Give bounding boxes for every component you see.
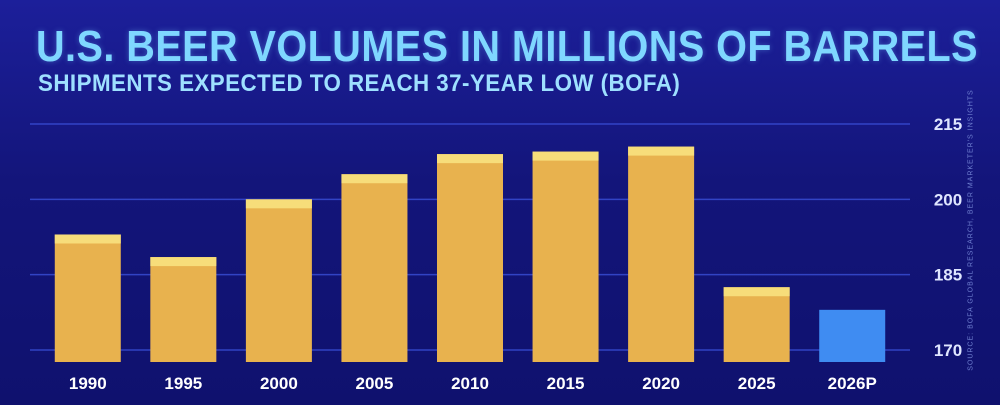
x-tick-label: 2020 bbox=[642, 374, 680, 393]
bar bbox=[628, 146, 695, 362]
bar bbox=[150, 257, 217, 362]
bar bbox=[245, 199, 312, 362]
bar-projected bbox=[819, 309, 886, 362]
bar-top-cap bbox=[150, 257, 217, 267]
x-tick-label: 2010 bbox=[451, 374, 489, 393]
bar bbox=[341, 174, 408, 362]
x-tick-label: 2000 bbox=[260, 374, 298, 393]
chart-subtitle: SHIPMENTS EXPECTED TO REACH 37-YEAR LOW … bbox=[38, 70, 681, 97]
y-tick-label: 170 bbox=[934, 341, 962, 360]
x-tick-label: 1995 bbox=[164, 374, 202, 393]
bar-top-cap bbox=[245, 199, 312, 209]
bar bbox=[723, 287, 790, 362]
bar bbox=[437, 154, 503, 362]
y-tick-label: 185 bbox=[934, 266, 962, 285]
bar-top-cap bbox=[532, 151, 599, 161]
chart-title: U.S. BEER VOLUMES IN MILLIONS OF BARRELS bbox=[36, 22, 979, 71]
bar-top-cap bbox=[628, 146, 695, 156]
bar bbox=[532, 151, 599, 362]
x-tick-label: 1990 bbox=[69, 374, 107, 393]
bar-top-cap bbox=[341, 174, 408, 184]
x-tick-label: 2015 bbox=[547, 374, 585, 393]
x-tick-label: 2026P bbox=[828, 374, 877, 393]
bar-top-cap bbox=[723, 287, 790, 297]
x-tick-label: 2025 bbox=[738, 374, 776, 393]
x-tick-label: 2005 bbox=[356, 374, 394, 393]
bar-top-cap bbox=[54, 234, 121, 244]
y-tick-label: 215 bbox=[934, 115, 962, 134]
bar bbox=[54, 234, 121, 362]
bar-top-cap bbox=[437, 154, 503, 164]
y-tick-label: 200 bbox=[934, 190, 962, 209]
